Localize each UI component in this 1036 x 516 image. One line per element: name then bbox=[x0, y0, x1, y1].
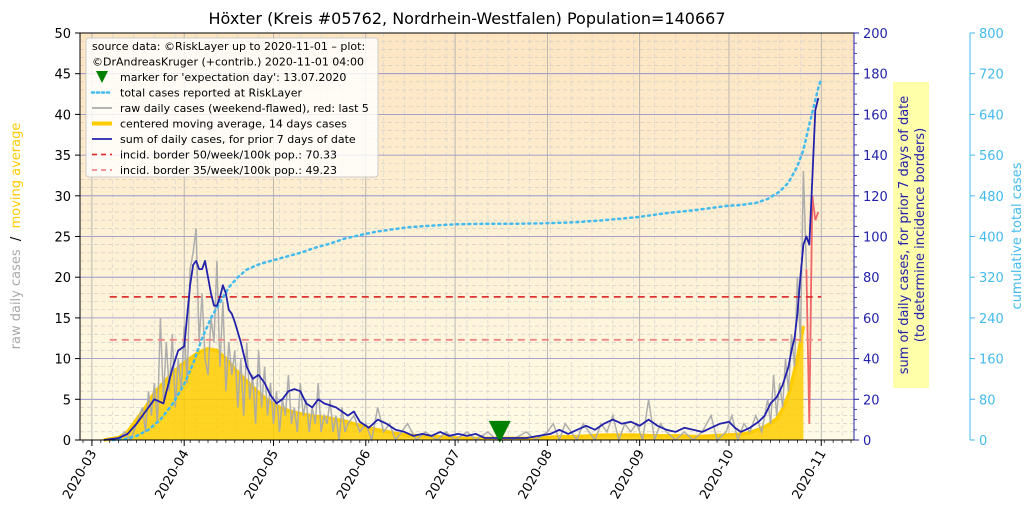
x-axis-tick-label: 2020-10 bbox=[697, 448, 737, 503]
left-axis-tick-label: 30 bbox=[54, 190, 71, 205]
x-axis-tick-label: 2020-07 bbox=[423, 448, 463, 503]
right-axis-label-box bbox=[893, 82, 929, 388]
legend-source-text: ©DrAndreasKruger (+contrib.) 2020-11-01 … bbox=[92, 56, 364, 69]
right-axis-label: sum of daily cases, for prior 7 days of … bbox=[897, 96, 928, 375]
right-axis-tick-label: 160 bbox=[863, 108, 888, 123]
far-right-axis-tick-label: 240 bbox=[979, 312, 1004, 327]
left-axis-tick-label: 5 bbox=[63, 393, 71, 408]
left-axis-label: raw daily cases / moving average bbox=[9, 123, 24, 350]
series-cumulative-total bbox=[111, 77, 823, 442]
left-axis-tick-label: 25 bbox=[54, 231, 71, 246]
x-axis-tick-label: 2020-06 bbox=[334, 448, 374, 503]
right-axis-tick-label: 80 bbox=[863, 271, 880, 286]
legend-source-text: source data: ©RiskLayer up to 2020-11-01… bbox=[92, 40, 365, 53]
far-right-axis-tick-label: 80 bbox=[979, 393, 996, 408]
right-axis-tick-label: 200 bbox=[863, 27, 888, 42]
far-right-axis-tick-label: 400 bbox=[979, 231, 1004, 246]
left-axis-label-part: moving average bbox=[9, 123, 24, 229]
right-axis-tick-label: 0 bbox=[863, 434, 871, 449]
legend-entry-label: marker for 'expectation day': 13.07.2020 bbox=[120, 71, 346, 84]
expectation-day-marker bbox=[488, 420, 511, 443]
x-axis-tick-label: 2020-05 bbox=[242, 448, 282, 503]
legend-entry-label: centered moving average, 14 days cases bbox=[120, 118, 347, 131]
right-axis-tick-label: 40 bbox=[863, 353, 880, 368]
far-right-axis-label: cumulative total cases bbox=[1010, 162, 1025, 309]
left-axis-tick-label: 20 bbox=[54, 271, 71, 286]
left-axis-label-part: / bbox=[9, 228, 24, 249]
legend: source data: ©RiskLayer up to 2020-11-01… bbox=[85, 37, 379, 178]
far-right-axis-tick-label: 800 bbox=[979, 27, 1004, 42]
legend-marker-swatch bbox=[96, 71, 108, 83]
left-axis-tick-label: 45 bbox=[54, 68, 71, 83]
far-right-axis-tick-label: 560 bbox=[979, 149, 1004, 164]
left-axis-tick-label: 40 bbox=[54, 108, 71, 123]
right-axis-label-line-2: (to determine incidence borders) bbox=[913, 128, 928, 343]
far-right-axis-tick-label: 0 bbox=[979, 434, 987, 449]
right-axis-tick-label: 140 bbox=[863, 149, 888, 164]
right-axis-tick-label: 20 bbox=[863, 393, 880, 408]
x-axis-tick-label: 2020-04 bbox=[153, 448, 193, 503]
right-axis-tick-label: 60 bbox=[863, 312, 880, 327]
legend-entry-label: sum of daily cases, for prior 7 days of … bbox=[120, 133, 356, 146]
right-axis-tick-label: 180 bbox=[863, 68, 888, 83]
series-sum-7-days bbox=[103, 97, 820, 441]
x-axis-tick-label: 2020-09 bbox=[608, 448, 648, 503]
right-axis-tick-label: 100 bbox=[863, 231, 888, 246]
x-axis-tick-label: 2020-03 bbox=[60, 448, 100, 503]
series-layer bbox=[103, 77, 823, 443]
far-right-axis-tick-label: 480 bbox=[979, 190, 1004, 205]
right-axis-tick-label: 120 bbox=[863, 190, 888, 205]
x-axis-tick-label: 2020-11 bbox=[790, 448, 830, 503]
legend-entry-label: incid. border 50/week/100k pop.: 70.33 bbox=[120, 149, 337, 162]
x-axis-tick-label: 2020-08 bbox=[516, 448, 556, 503]
left-axis-tick-label: 15 bbox=[54, 312, 71, 327]
legend-entry-label: raw daily cases (weekend-flawed), red: l… bbox=[120, 102, 369, 115]
left-axis-label-part: raw daily cases bbox=[9, 249, 24, 349]
right-axis-label-line-1: sum of daily cases, for prior 7 days of … bbox=[897, 96, 912, 375]
left-axis-tick-label: 50 bbox=[54, 27, 71, 42]
far-right-axis-tick-label: 160 bbox=[979, 353, 1004, 368]
far-right-axis-tick-label: 720 bbox=[979, 68, 1004, 83]
legend-entry-label: total cases reported at RiskLayer bbox=[120, 87, 303, 100]
chart-title: Höxter (Kreis #05762, Nordrhein-Westfale… bbox=[208, 9, 725, 28]
left-axis-tick-label: 0 bbox=[63, 434, 71, 449]
legend-entry-label: incid. border 35/week/100k pop.: 49.23 bbox=[120, 164, 337, 177]
far-right-axis-tick-label: 640 bbox=[979, 108, 1004, 123]
left-axis-tick-label: 35 bbox=[54, 149, 71, 164]
legend-box bbox=[85, 37, 379, 178]
left-axis-tick-label: 10 bbox=[54, 353, 71, 368]
far-right-axis-tick-label: 320 bbox=[979, 271, 1004, 286]
